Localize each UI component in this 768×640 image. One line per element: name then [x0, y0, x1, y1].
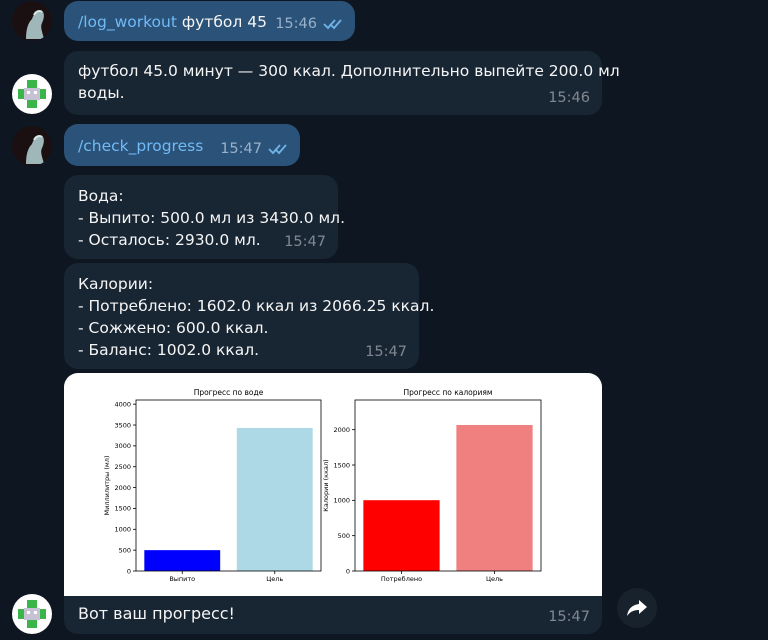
y-tick-label: 500: [338, 532, 350, 540]
message-time: 15:47: [548, 609, 590, 625]
chart-ylabel: Калории (ккал): [322, 459, 330, 511]
y-tick-label: 2500: [114, 463, 131, 471]
chart-bar-1: [144, 550, 221, 571]
bot-avatar-icon: [18, 80, 46, 108]
chart-frame: [354, 399, 542, 572]
y-tick-label: 1000: [333, 497, 350, 505]
chart-bar-1: [363, 500, 440, 571]
message-time: 15:47: [284, 234, 326, 250]
user-avatar[interactable]: [12, 126, 52, 166]
y-tick-label: 2000: [333, 426, 350, 434]
message-line: - Осталось: 2930.0 мл.: [78, 231, 261, 249]
message-line: - Сожжено: 600.0 ккал.: [78, 319, 269, 337]
message-text: Вот ваш прогресс!: [78, 604, 235, 623]
x-tick-label: Цель: [486, 575, 503, 583]
message-line: воды.: [78, 84, 125, 102]
y-tick-label: 4000: [114, 400, 131, 408]
chart-ylabel: Миллилитры (мл): [103, 456, 111, 516]
y-tick-label: 1000: [114, 526, 131, 534]
message-bubble-log-workout: /log_workout футбол 45 15:46: [64, 1, 355, 41]
bot-avatar[interactable]: [12, 74, 52, 114]
message-bubble-water-progress: Вода: - Выпито: 500.0 мл из 3430.0 мл. -…: [64, 175, 346, 259]
chart-frame: [135, 399, 322, 572]
message-line: Калории:: [78, 275, 154, 293]
command-link[interactable]: /check_progress: [78, 137, 204, 155]
share-arrow-icon: [627, 600, 647, 616]
y-tick-label: 0: [127, 567, 131, 575]
message-time: 15:47: [365, 344, 407, 360]
y-tick-label: 2000: [114, 484, 131, 492]
y-tick-label: 1500: [114, 505, 131, 513]
double-check-icon: [268, 144, 287, 155]
y-tick-label: 500: [119, 546, 131, 554]
command-link[interactable]: /log_workout: [78, 13, 177, 31]
x-tick-label: Цель: [266, 575, 283, 583]
message-line: - Баланс: 1002.0 ккал.: [78, 341, 260, 359]
progress-charts: Прогресс по воде Миллилитры (мл) Выпито Цел…: [103, 388, 542, 583]
y-tick-label: 3000: [114, 442, 131, 450]
user-avatar-icon: [26, 135, 44, 164]
bot-avatar[interactable]: [12, 594, 52, 634]
x-tick-label: Потреблено: [381, 575, 422, 583]
y-tick-label: 1500: [333, 461, 350, 469]
y-tick-label: 3500: [114, 421, 131, 429]
x-tick-label: Выпито: [169, 575, 195, 583]
y-tick-label: 0: [346, 567, 350, 575]
double-check-icon: [323, 19, 342, 30]
chart-bar-2: [236, 427, 313, 571]
message-line: футбол 45.0 минут — 300 ккал. Дополнител…: [78, 62, 620, 80]
user-avatar[interactable]: [12, 1, 52, 41]
bot-avatar-icon: [18, 600, 46, 628]
user-avatar-icon: [26, 10, 44, 40]
message-line: Вода:: [78, 187, 124, 205]
message-bubble-check-progress: /check_progress 15:47: [64, 124, 300, 166]
message-bubble-workout-result: футбол 45.0 минут — 300 ккал. Дополнител…: [64, 51, 620, 115]
progress-chart-image[interactable]: Прогресс по воде Миллилитры (мл) Выпито Цел…: [64, 373, 602, 597]
message-bubble-progress-caption: Вот ваш прогресс! 15:47: [64, 596, 602, 634]
chart-title: Прогресс по калориям: [403, 388, 492, 397]
message-line: - Потреблено: 1602.0 ккал из 2066.25 кка…: [78, 297, 435, 315]
message-line: - Выпито: 500.0 мл из 3430.0 мл.: [78, 209, 346, 227]
message-time: 15:47: [220, 138, 288, 160]
chart-title: Прогресс по воде: [194, 388, 264, 397]
message-bubble-calorie-progress: Калории: - Потреблено: 1602.0 ккал из 20…: [64, 263, 435, 369]
message-time: 15:46: [275, 13, 343, 35]
share-button[interactable]: [617, 588, 657, 628]
message-text: футбол 45: [176, 13, 267, 31]
chart-bar-2: [456, 424, 533, 571]
message-time: 15:46: [548, 90, 590, 106]
